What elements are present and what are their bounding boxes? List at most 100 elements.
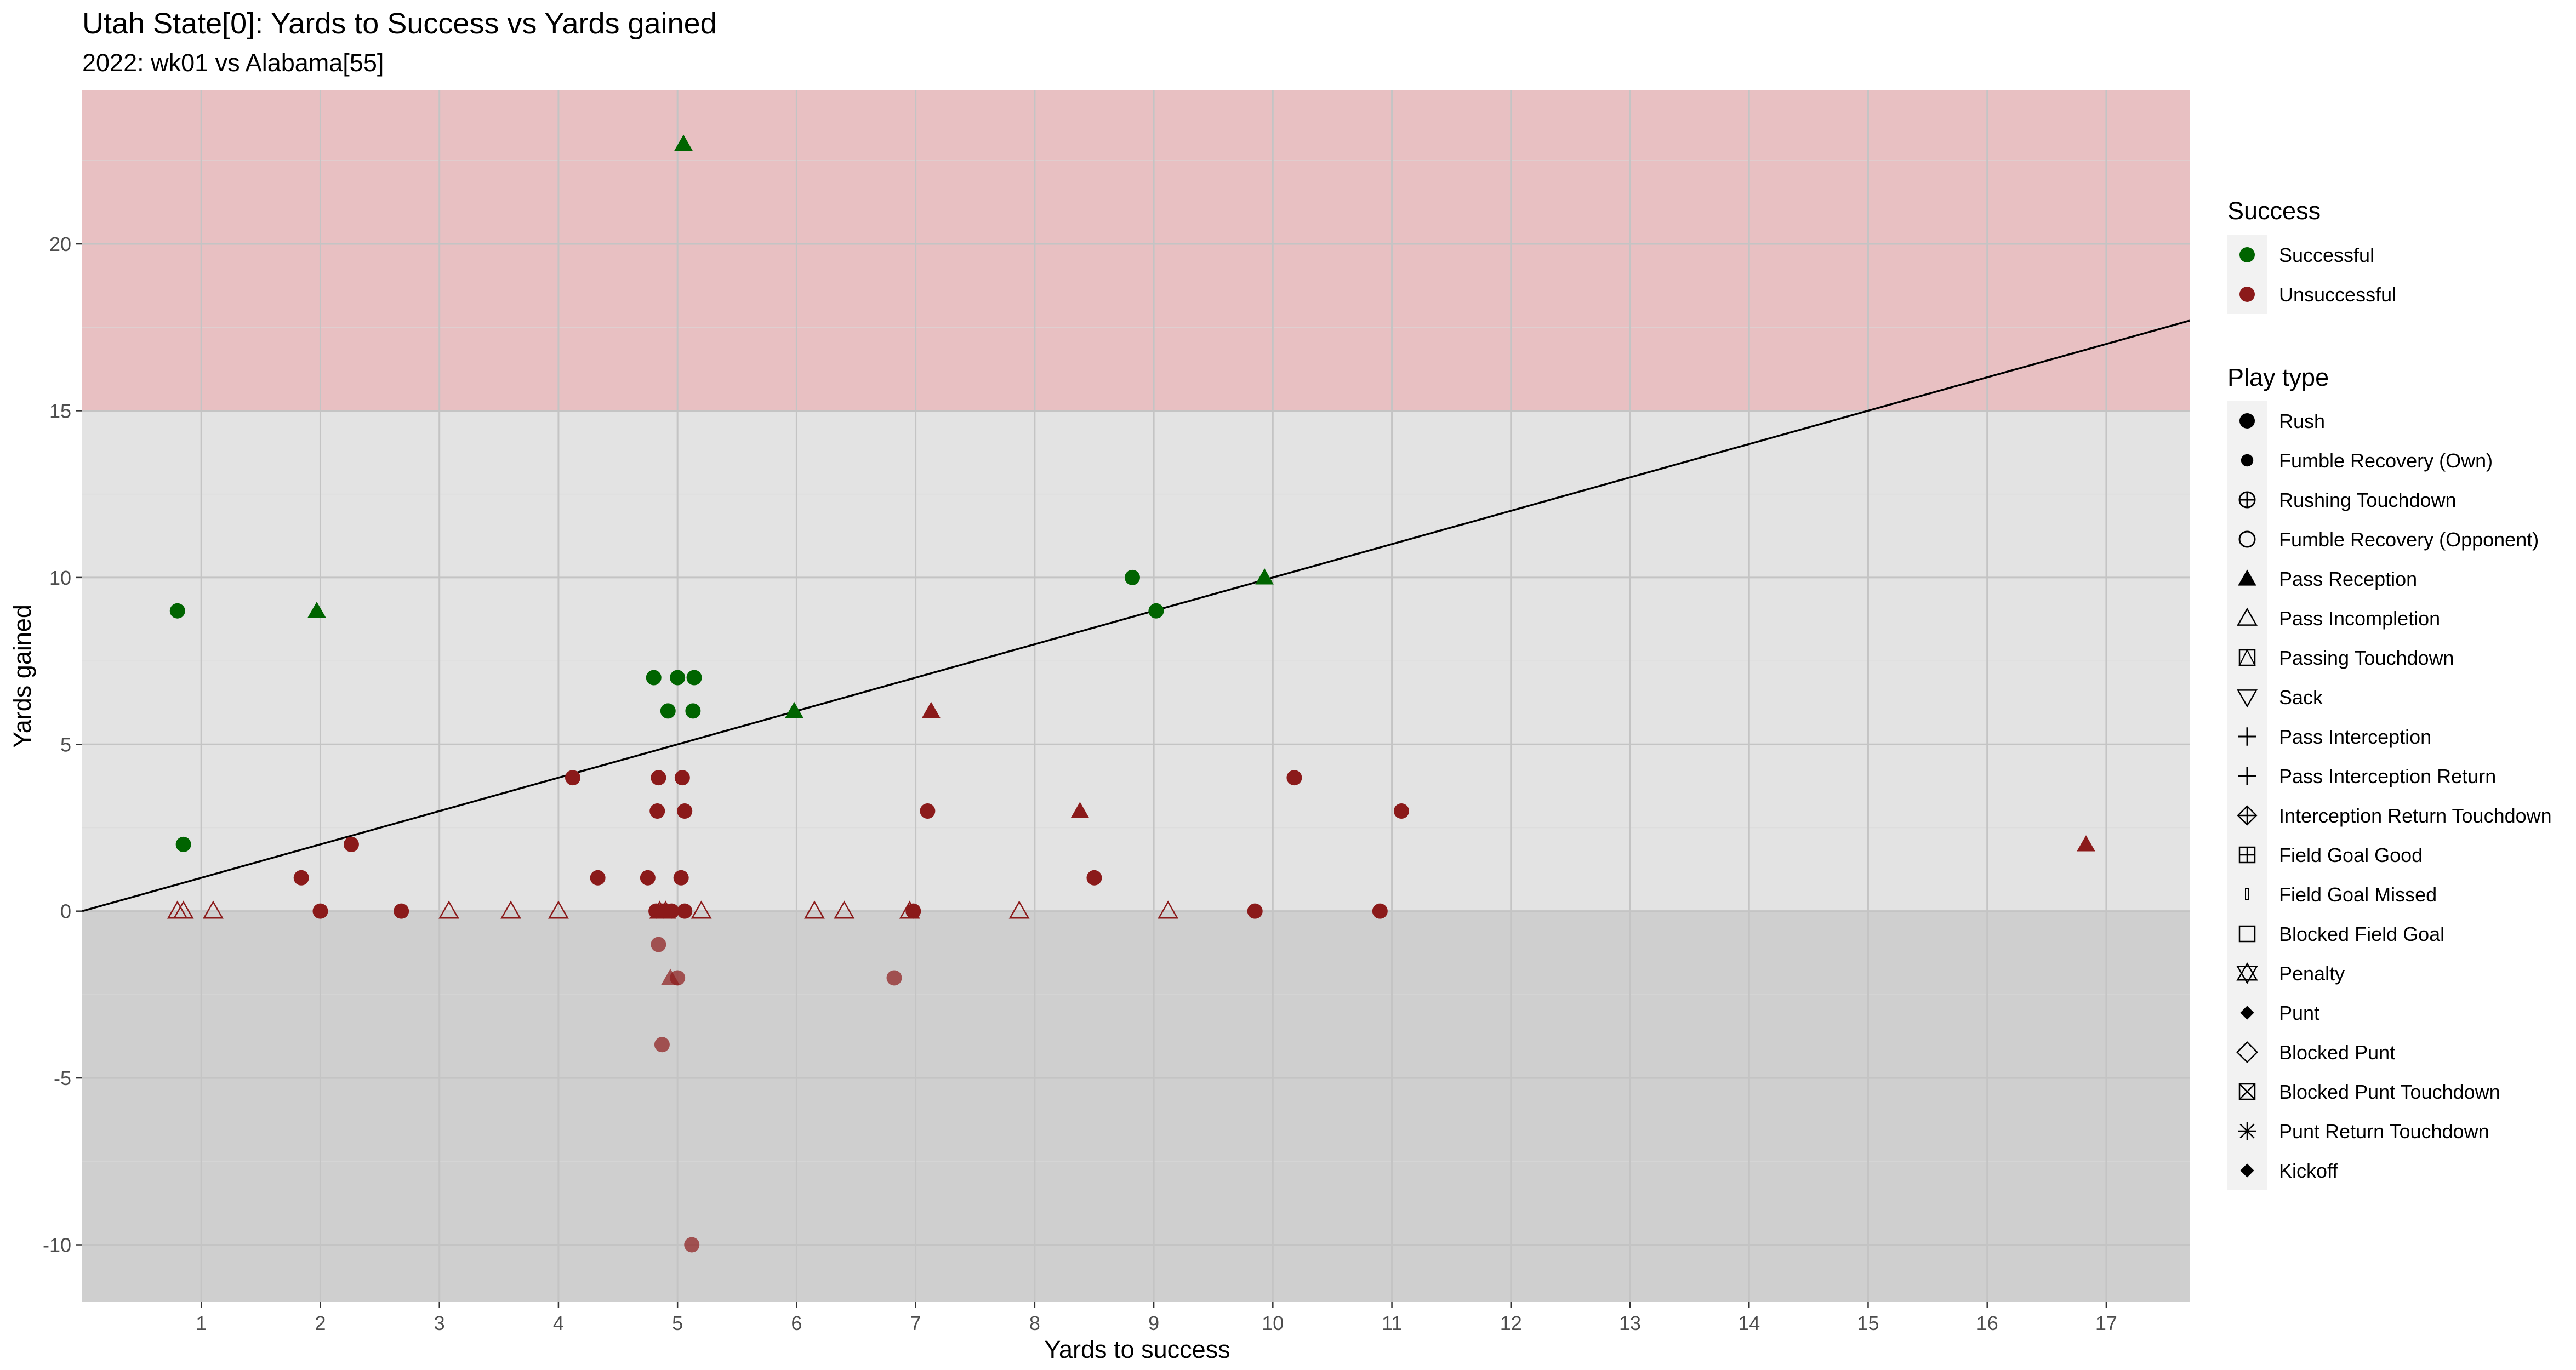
legend-swatch — [2239, 287, 2255, 302]
legend-symbol — [2238, 846, 2256, 864]
data-point — [175, 836, 191, 852]
legend-label: Fumble Recovery (Opponent) — [2279, 528, 2539, 551]
data-point — [691, 900, 712, 919]
legend-label: Unsuccessful — [2279, 283, 2396, 306]
data-point — [670, 670, 686, 686]
y-tick-label: 0 — [60, 900, 71, 923]
data-point — [654, 1037, 670, 1053]
data-point — [307, 601, 326, 618]
data-point — [1070, 802, 1090, 818]
data-point — [649, 803, 665, 819]
data-point — [684, 1237, 700, 1253]
legend-symbol — [2238, 530, 2256, 548]
background-band — [82, 911, 2190, 1302]
legend-symbol — [2237, 607, 2258, 626]
chart-subtitle: 2022: wk01 vs Alabama[55] — [82, 49, 384, 77]
reference-line — [82, 319, 2190, 912]
legend-label: Blocked Punt Touchdown — [2279, 1081, 2500, 1103]
legend-symbol — [2245, 888, 2249, 900]
data-point — [312, 903, 328, 919]
y-axis-title: Yards gained — [8, 604, 36, 748]
legend-label: Pass Incompletion — [2279, 607, 2440, 630]
data-point — [1255, 568, 1274, 585]
x-tick-label: 3 — [434, 1312, 445, 1334]
data-point — [685, 703, 701, 719]
legend-label: Sack — [2279, 686, 2323, 709]
legend-key — [2227, 954, 2267, 993]
data-point — [1158, 900, 1179, 919]
legend-title-play-type: Play type — [2227, 363, 2329, 391]
data-point — [343, 836, 359, 852]
x-axis-title: Yards to success — [1044, 1335, 1230, 1363]
x-tick-label: 8 — [1029, 1312, 1040, 1334]
legend-symbol — [2241, 454, 2254, 467]
legend-symbol — [2239, 413, 2255, 429]
legend-symbol — [2236, 1041, 2258, 1063]
y-axis: -10 -5 0 5 10 15 20 — [43, 233, 82, 1257]
data-point — [785, 701, 803, 718]
legend-label: Interception Return Touchdown — [2279, 804, 2552, 827]
legend-symbol — [2238, 1122, 2256, 1140]
x-tick-label: 10 — [1262, 1312, 1284, 1334]
legend-symbol — [2238, 767, 2256, 785]
data-point — [500, 900, 521, 919]
legend-label: Blocked Punt — [2279, 1041, 2395, 1064]
legend-key — [2227, 914, 2267, 954]
legend-symbol — [2236, 962, 2258, 984]
data-point — [674, 770, 690, 786]
legend-title-success: Success — [2227, 197, 2321, 225]
x-tick-label: 16 — [1976, 1312, 1998, 1334]
legend-symbol — [2238, 1083, 2256, 1100]
data-point — [438, 900, 460, 919]
y-tick-label: 15 — [49, 399, 71, 422]
data-point — [2077, 835, 2095, 852]
legend-label: Rush — [2279, 410, 2325, 432]
background-band — [82, 90, 2190, 411]
legend-label: Field Goal Missed — [2279, 883, 2437, 906]
data-points — [167, 134, 2095, 1253]
legend: Success Successful Unsuccessful Play type Ru… — [2227, 197, 2552, 1190]
legend-label: Blocked Field Goal — [2279, 923, 2444, 945]
data-point — [203, 900, 224, 919]
data-point — [1124, 569, 1140, 585]
legend-label: Pass Reception — [2279, 568, 2417, 590]
x-tick-label: 4 — [553, 1312, 564, 1334]
data-point — [548, 900, 569, 919]
data-point — [394, 903, 409, 919]
legend-label: Successful — [2279, 244, 2374, 266]
chart-title: Utah State[0]: Yards to Success vs Yards… — [82, 7, 717, 40]
data-point — [293, 870, 309, 886]
data-point — [1008, 900, 1030, 919]
data-point — [1086, 870, 1102, 886]
data-point — [660, 703, 676, 719]
data-point — [1148, 603, 1164, 619]
x-tick-label: 13 — [1619, 1312, 1641, 1334]
data-point — [1393, 803, 1409, 819]
legend-label: Pass Interception — [2279, 726, 2431, 748]
legend-symbol — [2238, 491, 2256, 509]
x-axis: 1 2 3 4 5 6 7 8 9 10 11 12 13 14 15 16 17 — [196, 1302, 2117, 1334]
data-point — [804, 900, 825, 919]
x-tick-label: 7 — [910, 1312, 921, 1334]
data-point — [677, 803, 693, 819]
data-point — [1286, 770, 1302, 786]
data-point — [674, 134, 693, 151]
data-point — [651, 937, 666, 952]
legend-key — [2227, 520, 2267, 559]
x-tick-label: 14 — [1738, 1312, 1760, 1334]
data-point — [920, 803, 936, 819]
x-tick-label: 5 — [672, 1312, 683, 1334]
data-point — [673, 870, 689, 886]
legend-key — [2227, 598, 2267, 638]
y-tick-label: 10 — [49, 567, 71, 589]
data-point — [565, 770, 580, 786]
data-point — [590, 870, 606, 886]
legend-symbol — [2237, 805, 2258, 826]
legend-symbol — [2238, 727, 2256, 746]
y-tick-label: -5 — [54, 1067, 71, 1089]
data-point — [1372, 903, 1388, 919]
x-tick-label: 2 — [315, 1312, 326, 1334]
legend-label: Fumble Recovery (Own) — [2279, 449, 2493, 472]
data-point — [651, 770, 666, 786]
legend-label: Kickoff — [2279, 1160, 2338, 1182]
